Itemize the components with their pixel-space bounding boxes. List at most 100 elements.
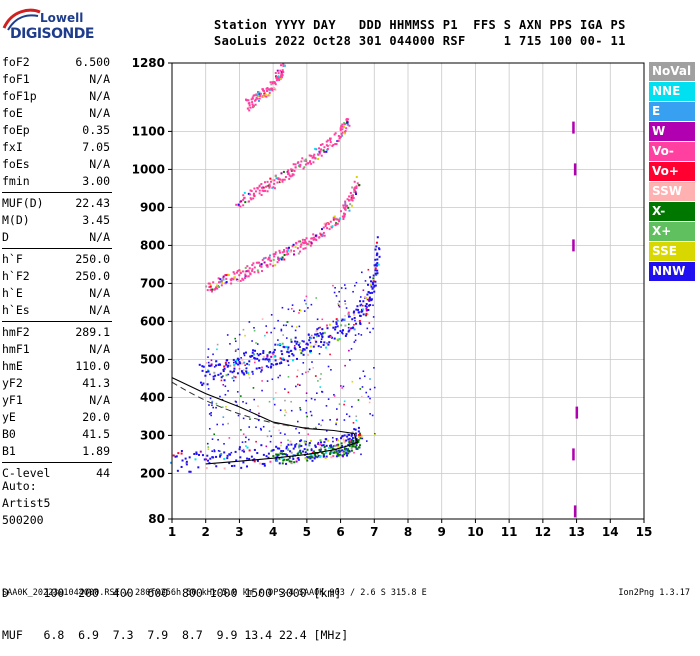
trace-point: [235, 359, 238, 362]
trace-point: [240, 370, 243, 373]
param-value: N/A: [89, 286, 110, 300]
trace-point: [306, 415, 308, 418]
trace-point: [244, 364, 246, 366]
trace-point: [374, 267, 377, 270]
trace-point: [303, 166, 306, 169]
trace-point: [229, 364, 232, 367]
trace-point: [225, 274, 228, 277]
trace-point: [346, 123, 349, 126]
trace-point: [290, 307, 293, 310]
trace-point: [304, 158, 307, 161]
trace-point: [303, 310, 306, 312]
trace-point: [295, 342, 298, 345]
trace-point: [309, 456, 312, 459]
trace-point: [338, 403, 341, 405]
trace-point: [205, 285, 208, 288]
trace-point: [291, 352, 294, 355]
trace-point: [348, 442, 351, 445]
trace-point: [309, 349, 312, 352]
trace-point: [298, 325, 301, 328]
trace-point: [360, 395, 363, 398]
trace-point: [251, 268, 254, 271]
trace-point: [245, 436, 247, 439]
trace-point: [341, 387, 343, 389]
trace-point: [350, 438, 353, 441]
param-row: yE 20.0: [2, 409, 112, 426]
trace-point: [272, 364, 275, 366]
trace-point: [232, 358, 235, 361]
trace-point: [219, 395, 221, 398]
trace-point: [265, 325, 268, 327]
trace-point: [299, 250, 302, 253]
trace-point: [286, 348, 289, 351]
trace-point: [243, 191, 246, 194]
trace-point: [354, 284, 356, 287]
footer-version: Ion2Png 1.3.17: [618, 588, 690, 598]
trace-point: [197, 466, 200, 469]
trace-point: [258, 91, 261, 94]
trace-point: [374, 272, 377, 275]
trace-point: [248, 457, 251, 460]
y-tick-label: 300: [140, 428, 165, 442]
trace-point: [308, 339, 311, 342]
trace-point: [280, 441, 282, 444]
trace-point: [342, 438, 345, 441]
trace-point: [276, 261, 279, 264]
param-key: C-level: [2, 466, 51, 480]
trace-point: [280, 172, 283, 175]
trace-point: [287, 246, 290, 249]
trace-point: [272, 186, 275, 189]
trace-point: [281, 72, 284, 75]
param-key: yF2: [2, 376, 23, 390]
trace-point: [255, 96, 258, 99]
chart-ticks: 1 2 3 4 5 6 7 8 9 10 11 12 13 14 158020030040050060070…: [132, 56, 653, 539]
trace-point: [238, 360, 241, 363]
trace-point: [334, 451, 337, 454]
trace-point: [272, 82, 275, 85]
trace-point: [256, 93, 259, 96]
trace-point: [351, 380, 354, 383]
trace-point: [357, 433, 360, 436]
trace-point: [287, 346, 290, 349]
param-row: h`E N/A: [2, 285, 112, 302]
trace-point: [287, 364, 290, 366]
trace-point: [305, 440, 308, 443]
trace-point: [209, 457, 212, 460]
trace-point: [242, 461, 245, 464]
trace-point: [349, 191, 352, 194]
trace-point: [244, 273, 247, 276]
trace-point: [271, 89, 274, 92]
trace-point: [216, 423, 219, 426]
trace-point: [246, 457, 249, 460]
trace-point: [308, 240, 311, 243]
trace-point: [261, 258, 264, 261]
param-value: 289.1: [75, 325, 110, 339]
trace-point: [262, 89, 265, 92]
trace-point: [344, 314, 346, 317]
trace-point: [341, 123, 344, 126]
trace-point: [354, 334, 357, 336]
trace-point: [311, 451, 314, 454]
trace-point: [322, 453, 325, 456]
trace-point: [282, 178, 285, 181]
trace-point: [227, 274, 230, 277]
trace-point: [344, 303, 347, 305]
trace-point: [264, 358, 267, 361]
trace-point: [337, 443, 340, 446]
trace-point: [210, 359, 213, 362]
trace-point: [283, 249, 286, 252]
trace-point: [294, 340, 297, 343]
trace-point: [271, 378, 274, 381]
trace-point: [288, 355, 291, 358]
x-tick-label: 7: [370, 525, 378, 539]
trace-point: [234, 360, 237, 363]
header-columns: Station YYYY DAY DDD HHMMSS P1 FFS S AXN…: [214, 18, 626, 32]
trace-point: [241, 358, 244, 361]
trace-point: [263, 464, 266, 467]
trace-point: [345, 439, 348, 442]
trace-point: [242, 198, 245, 201]
trace-point: [293, 347, 296, 350]
trace-point: [270, 355, 273, 358]
trace-point: [212, 456, 215, 459]
trace-point: [207, 446, 210, 448]
